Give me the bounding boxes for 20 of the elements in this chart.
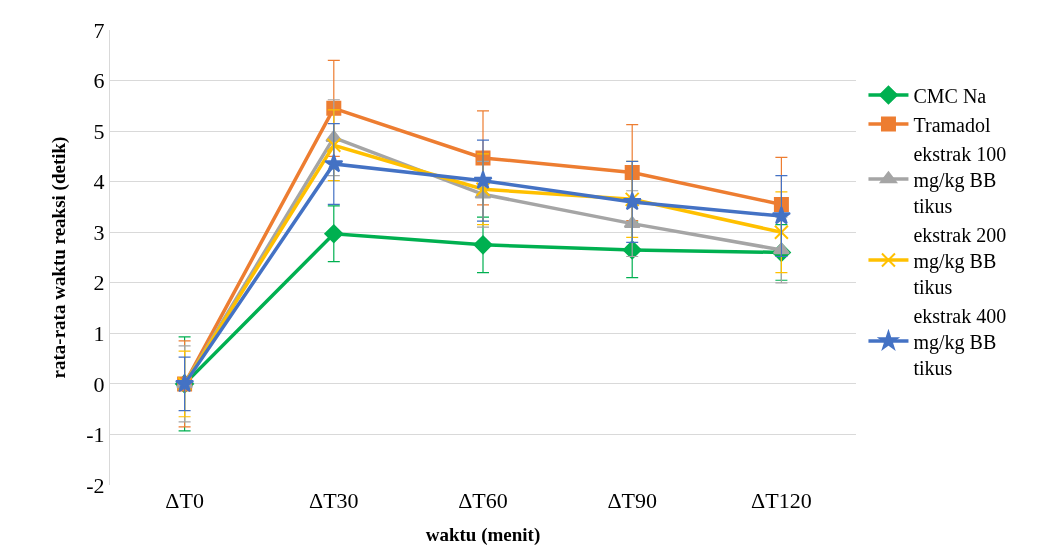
x-tick-label: ΔT0 xyxy=(165,488,204,513)
y-tick-label: -1 xyxy=(86,422,105,448)
y-tick-label: 1 xyxy=(93,321,105,347)
y-tick-label: 2 xyxy=(93,270,105,296)
x-tick-label: ΔT120 xyxy=(751,488,812,513)
x-tick-label: ΔT60 xyxy=(458,488,508,513)
y-tick-label: 7 xyxy=(93,17,105,43)
y-tick-label: 5 xyxy=(93,118,105,144)
y-tick-label: 0 xyxy=(93,371,105,397)
y-tick-label: 3 xyxy=(93,219,105,245)
y-axis-title: rata-rata waktu reaksi (detik) xyxy=(48,136,71,379)
legend-label: Tramadol xyxy=(913,113,991,136)
x-tick-label: ΔT30 xyxy=(309,488,359,513)
y-tick-label: 6 xyxy=(93,68,105,94)
legend-label: ekstrak 400 mg/kg BB tikus xyxy=(913,304,1007,379)
y-tick-label: 4 xyxy=(93,169,105,195)
legend-label: CMC Na xyxy=(913,84,987,107)
x-axis-title: waktu (menit) xyxy=(425,523,541,546)
x-tick-label: ΔT90 xyxy=(607,488,657,513)
y-tick-label: -2 xyxy=(86,472,105,498)
